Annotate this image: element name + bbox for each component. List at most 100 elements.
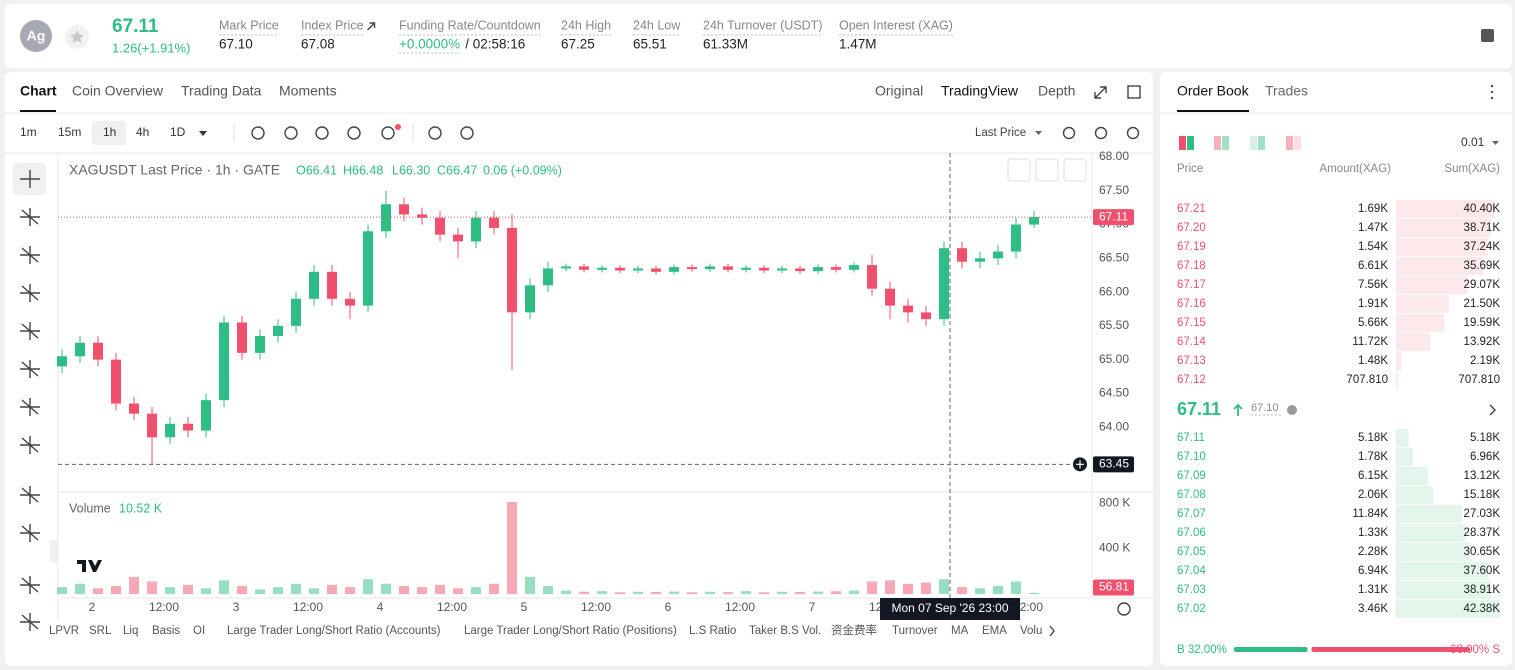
toolbar-icon[interactable]	[460, 126, 474, 140]
drawing-tool[interactable]	[20, 576, 40, 594]
crosshair-price-label: 63.45	[1099, 457, 1129, 471]
stat-value: 67.08	[301, 37, 335, 52]
drawing-tool[interactable]	[20, 208, 40, 226]
drawing-tool[interactable]	[20, 398, 40, 416]
indicator-tab[interactable]: Turnover	[892, 625, 938, 637]
layout-toggle[interactable]	[1187, 136, 1194, 150]
volume-bar	[417, 587, 428, 594]
drawing-tool[interactable]	[20, 486, 40, 504]
chart-tab[interactable]: Coin Overview	[72, 83, 164, 99]
view-mode[interactable]: TradingView	[941, 83, 1019, 99]
toolbar-icon[interactable]	[347, 126, 361, 140]
pane-button[interactable]	[1035, 158, 1059, 182]
volume-tick-label: 800 K	[1099, 495, 1130, 509]
volume-bar	[471, 587, 482, 594]
indicator-tab[interactable]: L.S Ratio	[689, 625, 736, 637]
toolbar-icon[interactable]	[1126, 126, 1140, 140]
layout-toggle[interactable]	[1258, 136, 1265, 150]
indicator-tab[interactable]: Large Trader Long/Short Ratio (Accounts)	[227, 625, 441, 637]
toolbar-icon[interactable]	[381, 126, 395, 140]
candle-body	[399, 204, 410, 215]
scroll-right[interactable]	[1049, 625, 1055, 637]
indicator-tab[interactable]: LPVR	[49, 625, 79, 637]
y-tick-label: 64.50	[1099, 386, 1129, 400]
toolbar-icon[interactable]	[1094, 126, 1108, 140]
collapse-handle[interactable]	[50, 540, 58, 562]
layout-toggle[interactable]	[1286, 136, 1293, 150]
amount-cell: 6.94K	[1358, 565, 1388, 577]
window-icon[interactable]	[1127, 85, 1141, 99]
price-type[interactable]: Last Price	[975, 127, 1026, 139]
interval-button[interactable]: 1D	[170, 125, 186, 139]
view-mode[interactable]: Original	[875, 83, 923, 99]
toolbar-icon[interactable]	[251, 126, 265, 140]
indicator-tab[interactable]: Liq	[123, 625, 138, 637]
toolbar-icon[interactable]	[315, 126, 329, 140]
precision-select[interactable]: 0.01	[1461, 135, 1485, 149]
x-tick-label: 12:00	[1013, 600, 1043, 614]
indicator-tab[interactable]: Taker B.S Vol.	[749, 625, 821, 637]
x-tick-label: 12:00	[725, 600, 755, 614]
last-price-tag	[1093, 209, 1134, 226]
layout-toggle[interactable]	[1294, 136, 1301, 150]
order-book-tab[interactable]: Order Book	[1177, 83, 1250, 99]
volume-bar	[57, 587, 68, 594]
fullscreen-icon[interactable]	[1094, 86, 1107, 99]
layout-toggle[interactable]	[1214, 136, 1221, 150]
price-cell: 67.17	[1177, 279, 1206, 291]
layout-toggle[interactable]	[1250, 136, 1257, 150]
drawing-tool[interactable]	[20, 436, 40, 454]
indicator-tab[interactable]: OI	[193, 625, 205, 637]
indicator-tab[interactable]: 资金费率	[831, 623, 877, 637]
pane-button[interactable]	[1007, 158, 1031, 182]
candle-body	[165, 423, 176, 438]
volume-bar	[957, 587, 968, 594]
depth-bar	[1396, 276, 1468, 294]
expand-arrow[interactable]	[1489, 404, 1496, 416]
indicator-tab[interactable]: Volu	[1020, 625, 1042, 637]
chart-tab[interactable]: Trading Data	[181, 83, 262, 99]
drawing-tool[interactable]	[20, 524, 40, 542]
interval-button[interactable]: 4h	[136, 125, 149, 139]
settings-gear[interactable]	[1117, 602, 1131, 616]
drawing-tool[interactable]	[20, 360, 40, 378]
x-tick-label: 6	[665, 600, 672, 614]
chart-tab[interactable]: Moments	[279, 83, 337, 99]
notes-button[interactable]	[1481, 29, 1494, 42]
toolbar-icon[interactable]	[1062, 126, 1076, 140]
candle-body	[867, 265, 878, 289]
view-mode[interactable]: Depth	[1038, 83, 1075, 99]
amount-cell: 5.18K	[1358, 432, 1388, 444]
indicator-tab[interactable]: Basis	[152, 625, 180, 637]
layout-toggle[interactable]	[1179, 136, 1186, 150]
interval-button[interactable]: 1m	[20, 125, 37, 139]
toolbar-icon[interactable]	[284, 126, 298, 140]
x-tick-label: 12:00	[149, 600, 179, 614]
candle-body	[363, 231, 374, 306]
chart-tab[interactable]: Chart	[20, 83, 57, 99]
volume-bar	[579, 591, 590, 594]
indicator-tab[interactable]: SRL	[89, 625, 112, 637]
toolbar-icon[interactable]	[428, 126, 442, 140]
depth-bar	[1396, 600, 1500, 618]
sum-cell: 2.19K	[1470, 355, 1500, 367]
amount-cell: 2.06K	[1358, 489, 1388, 501]
ohlc-legend: L66.30	[392, 163, 430, 177]
indicator-tab[interactable]: EMA	[982, 625, 1007, 637]
depth-bar	[1396, 429, 1409, 447]
depth-bar	[1396, 524, 1466, 542]
pane-button[interactable]	[1063, 158, 1087, 182]
drawing-tool[interactable]	[20, 613, 40, 631]
drawing-tool[interactable]	[20, 170, 40, 188]
interval-button[interactable]: 1h	[103, 125, 116, 139]
indicator-tab[interactable]: MA	[951, 625, 969, 637]
drawing-tool[interactable]	[20, 284, 40, 302]
price-cell: 67.12	[1177, 374, 1206, 386]
drawing-tool[interactable]	[20, 322, 40, 340]
volume-bar	[777, 591, 788, 594]
indicator-tab[interactable]: Large Trader Long/Short Ratio (Positions…	[464, 625, 677, 637]
drawing-tool[interactable]	[20, 246, 40, 264]
layout-toggle[interactable]	[1222, 136, 1229, 150]
trades-tab[interactable]: Trades	[1265, 83, 1308, 99]
interval-button[interactable]: 15m	[58, 125, 81, 139]
